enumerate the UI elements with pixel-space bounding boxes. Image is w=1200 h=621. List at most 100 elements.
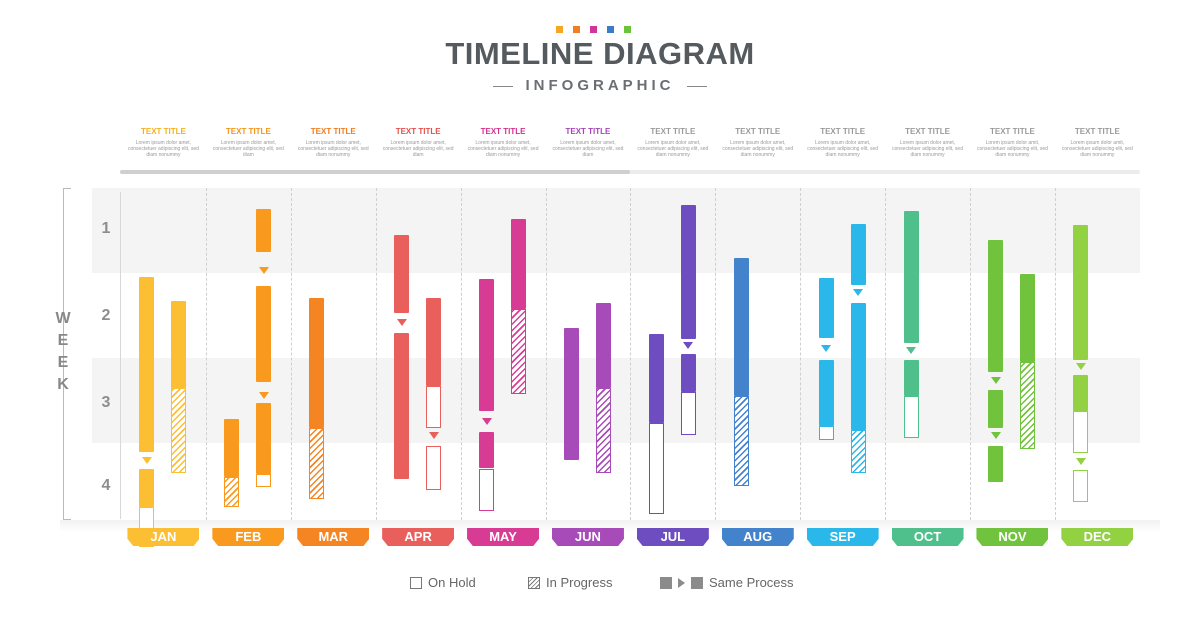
legend-in-progress: In Progress: [528, 575, 612, 590]
same-process-arrow-icon: [141, 457, 152, 464]
month-header-oct: TEXT TITLE Lorem ipsum dolor amet, consec…: [890, 127, 966, 158]
task-segment-active: [511, 219, 527, 309]
task-segment-active: [256, 209, 272, 252]
month-header-title: TEXT TITLE: [310, 127, 356, 136]
month-divider: [205, 188, 207, 520]
month-header-title: TEXT TITLE: [565, 127, 611, 136]
process-square-icon: [660, 576, 672, 589]
task-segment-in-progress: [733, 396, 749, 486]
week-band-4: [92, 443, 1140, 528]
month-divider: [630, 188, 632, 520]
task-segment-active: [479, 278, 495, 411]
task-segment-on-hold: [426, 445, 442, 490]
month-divider: [715, 188, 717, 520]
month-header-text: Lorem ipsum dolor amit, consectetuer adi…: [977, 140, 1048, 158]
month-divider: [460, 188, 462, 520]
task-segment-active: [171, 301, 187, 388]
task-segment-in-progress: [171, 387, 187, 473]
task-segment-in-progress: [1020, 362, 1036, 449]
task-segment-active: [595, 302, 611, 388]
task-segment-active: [733, 257, 749, 397]
header-dot-5: [624, 26, 631, 33]
header-dot-3: [590, 26, 597, 33]
task-segment-active: [818, 278, 834, 338]
month-tab-nov: NOV: [976, 528, 1049, 546]
task-segment-active: [988, 390, 1004, 428]
task-segment-active: [818, 359, 834, 426]
task-segment-on-hold: [648, 422, 664, 515]
same-process-arrow-icon: [990, 377, 1001, 385]
month-tab-oct: OCT: [891, 528, 964, 546]
header-dot-4: [607, 26, 614, 33]
legend-same-process-label: Same Process: [709, 575, 794, 590]
legend-on-hold: On Hold: [410, 575, 476, 590]
task-segment-active: [988, 239, 1004, 373]
play-arrow-icon: [678, 577, 685, 588]
week-band-2: [92, 273, 1140, 358]
task-segment-active: [256, 403, 272, 474]
task-segment-active: [1020, 273, 1036, 363]
month-tab-aug: AUG: [721, 528, 794, 546]
month-tab-jun: JUN: [551, 528, 624, 546]
month-tab-apr: APR: [382, 528, 455, 546]
month-tab-mar: MAR: [297, 528, 370, 546]
month-header-text: Lorem ipsum dolor amet, consectetuer adi…: [892, 140, 963, 158]
task-segment-on-hold: [426, 386, 442, 428]
same-process-arrow-icon: [683, 342, 694, 350]
same-process-arrow-icon: [1075, 362, 1086, 370]
same-process-arrow-icon: [396, 319, 407, 327]
month-header-may: TEXT TITLE Lorem ipsum dolor amet, consec…: [465, 127, 541, 158]
progress-fill: [120, 170, 630, 174]
month-tab-dec: DEC: [1061, 528, 1134, 546]
month-tab-jul: JUL: [636, 528, 709, 546]
task-segment-active: [1073, 224, 1089, 360]
month-header-text: Lorem ipsum dolor amet, consectetuer adi…: [297, 140, 369, 158]
month-header-jan: TEXT TITLE Lorem ipsum dolor amet, consec…: [125, 127, 201, 158]
month-tab-feb: FEB: [212, 528, 285, 546]
month-header-text: Lorem ipsum dolor amet, consectetuer adi…: [637, 140, 709, 158]
week-number-4: 4: [101, 477, 111, 494]
month-header-title: TEXT TITLE: [480, 127, 526, 136]
legend-on-hold-label: On Hold: [428, 575, 476, 590]
task-segment-on-hold: [479, 468, 495, 511]
month-header-text: Lorem ipsum dolor amet, consectetuer adi…: [552, 140, 624, 158]
month-divider: [970, 188, 971, 520]
task-segment-active: [479, 431, 495, 469]
task-segment-on-hold: [818, 426, 834, 441]
task-segment-active: [903, 359, 919, 397]
month-divider: [545, 188, 547, 520]
progress-track: [120, 170, 1140, 174]
month-header-title: TEXT TITLE: [989, 127, 1035, 136]
month-header-dec: TEXT TITLE Lorem ipsum dolor amit, consec…: [1059, 127, 1135, 158]
month-header-jun: TEXT TITLE Lorem ipsum dolor amet, consec…: [550, 127, 626, 158]
task-segment-on-hold: [903, 396, 919, 438]
task-segment-active: [680, 205, 696, 340]
task-segment-active: [1073, 375, 1089, 411]
header-dot-2: [573, 26, 580, 33]
month-header-text: Lorem ipsum dolor amet, consectetuer adi…: [722, 140, 794, 158]
month-header-feb: TEXT TITLE Lorem ipsum dolor amet, consec…: [210, 127, 286, 158]
month-header-text: Lorem ipsum dolor amet, consectetuer adi…: [467, 140, 539, 158]
task-segment-active: [903, 210, 919, 343]
legend-same-process: Same Process: [660, 575, 794, 590]
subtitle-rule-left: [493, 86, 513, 87]
month-header-aug: TEXT TITLE Lorem ipsum dolor amet, consec…: [720, 127, 796, 158]
legend-in-progress-label: In Progress: [546, 575, 613, 590]
month-header-apr: TEXT TITLE Lorem ipsum dolor amet, consec…: [380, 127, 456, 158]
week-bracket: [63, 188, 71, 520]
task-segment-active: [988, 445, 1004, 483]
task-segment-active: [850, 302, 866, 431]
task-segment-on-hold: [1073, 470, 1089, 503]
month-header-title: TEXT TITLE: [905, 127, 950, 136]
process-square-icon: [691, 576, 703, 589]
task-segment-active: [648, 334, 664, 423]
week-number-1: 1: [101, 220, 111, 237]
week-band-1: [92, 188, 1140, 273]
task-segment-active: [563, 328, 579, 460]
same-process-arrow-icon: [258, 267, 269, 275]
task-segment-active: [139, 468, 155, 507]
same-process-arrow-icon: [1075, 457, 1086, 465]
month-divider: [800, 188, 802, 520]
page-subtitle: INFOGRAPHIC: [525, 77, 675, 94]
